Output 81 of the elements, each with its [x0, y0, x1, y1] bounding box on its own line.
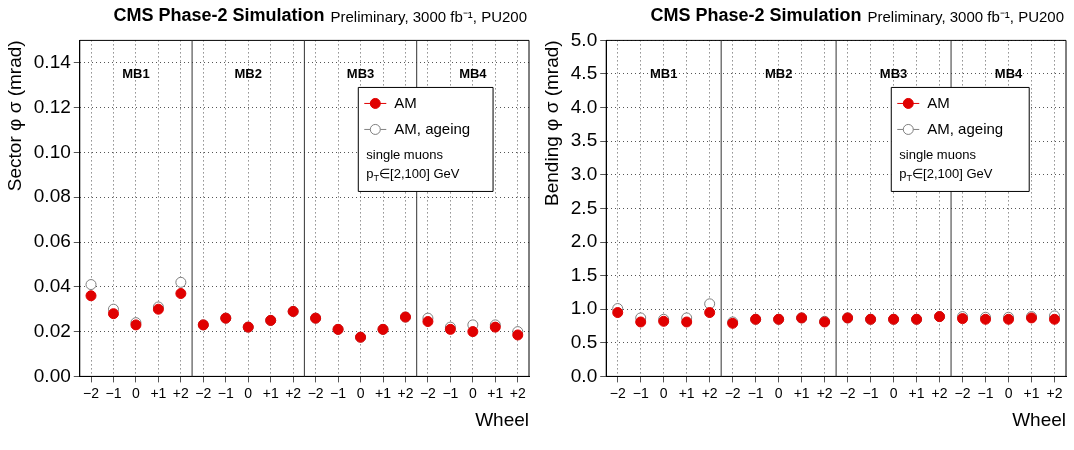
annotation: MB1 [649, 65, 678, 81]
y-tick-label: 3.0 [570, 163, 598, 185]
x-tick-label: +1 [1023, 384, 1040, 401]
y-tick-label: 0.04 [33, 275, 72, 297]
y-tick-label: 4.5 [570, 62, 598, 84]
x-tick-label: 0 [132, 384, 141, 401]
annotation: MB4 [459, 65, 488, 81]
x-tick-label: −2 [83, 384, 100, 401]
x-tick-label: +1 [150, 384, 167, 401]
x-tick-label: +2 [931, 384, 948, 401]
x-tick-label: −2 [195, 384, 212, 401]
x-tick-label: +2 [172, 384, 190, 401]
y-tick-label: 1.0 [570, 297, 598, 319]
chart-subtitle: Preliminary, 3000 fb⁻¹, PU200 [867, 7, 1064, 26]
x-tick-label: −2 [307, 384, 324, 401]
y-tick-label: 0.5 [570, 331, 598, 353]
annotation: MB2 [764, 65, 793, 81]
x-tick-label: −2 [609, 384, 626, 401]
y-tick-label: 0.08 [33, 185, 71, 207]
x-tick-label: −2 [839, 384, 856, 401]
x-tick-label: −1 [747, 384, 764, 401]
x-tick-label: +1 [908, 384, 925, 401]
x-tick-label: +1 [678, 384, 695, 401]
y-tick-label: 0.10 [33, 140, 71, 162]
x-tick-label: 0 [244, 384, 253, 401]
y-tick-label: 0.06 [33, 230, 71, 252]
y-tick-label: 4.0 [570, 95, 598, 117]
x-tick-label: −1 [105, 384, 122, 401]
legend-label: AM [394, 93, 417, 111]
x-tick-label: −1 [217, 384, 234, 401]
x-tick-label: +1 [375, 384, 392, 401]
x-tick-label: 0 [1004, 384, 1013, 401]
y-tick-label: 0.12 [33, 95, 71, 117]
annotation: MB4 [994, 65, 1024, 81]
y-tick-label: 3.5 [570, 129, 598, 151]
annotation: MB1 [122, 65, 150, 81]
x-tick-label: +2 [285, 384, 302, 401]
x-tick-label: 0 [659, 384, 668, 401]
legend-label: AM, ageing [394, 119, 471, 137]
x-tick-label: +1 [262, 384, 279, 401]
x-tick-label: −1 [442, 384, 459, 401]
annotation: MB3 [879, 65, 908, 81]
x-tick-label: +1 [793, 384, 810, 401]
x-tick-label: −1 [862, 384, 879, 401]
legend-label: AM [927, 93, 950, 111]
chart-title: CMS Phase-2 Simulation [650, 5, 862, 26]
y-axis-title: Bending φ σ (mrad) [540, 40, 562, 206]
x-axis-title: Wheel [475, 408, 529, 430]
y-tick-label: 0.02 [33, 319, 71, 341]
annotation: MB3 [346, 65, 375, 81]
legend-label: AM, ageing [927, 119, 1004, 137]
chart-subtitle: Preliminary, 3000 fb⁻¹, PU200 [330, 7, 527, 26]
x-tick-label: −2 [954, 384, 971, 401]
x-tick-label: +2 [701, 384, 718, 401]
x-tick-label: +2 [816, 384, 833, 401]
x-tick-label: +2 [509, 384, 526, 401]
x-tick-label: +2 [397, 384, 414, 401]
x-tick-label: −1 [632, 384, 649, 401]
y-axis-title: Sector φ σ (mrad) [3, 40, 25, 192]
x-tick-label: −1 [330, 384, 347, 401]
x-tick-label: −1 [977, 384, 994, 401]
y-tick-label: 2.0 [570, 230, 598, 252]
y-tick-label: 1.5 [570, 263, 598, 285]
y-tick-label: 0.00 [33, 364, 71, 386]
y-tick-label: 0.0 [570, 364, 598, 386]
x-tick-label: +1 [487, 384, 504, 401]
x-tick-label: −2 [724, 384, 741, 401]
x-axis-title: Wheel [1012, 408, 1066, 430]
x-tick-label: 0 [356, 384, 365, 401]
x-tick-label: 0 [774, 384, 783, 401]
x-tick-label: 0 [889, 384, 898, 401]
y-tick-label: 0.14 [33, 51, 72, 73]
annotation: MB2 [234, 65, 262, 81]
annotation: single muons [366, 147, 444, 163]
chart-title: CMS Phase-2 Simulation [113, 5, 325, 26]
annotation: single muons [899, 147, 977, 163]
y-tick-label: 2.5 [570, 196, 598, 218]
x-tick-label: +2 [1046, 384, 1063, 401]
y-tick-label: 5.0 [570, 28, 598, 50]
x-tick-label: 0 [468, 384, 477, 401]
x-tick-label: −2 [419, 384, 437, 401]
